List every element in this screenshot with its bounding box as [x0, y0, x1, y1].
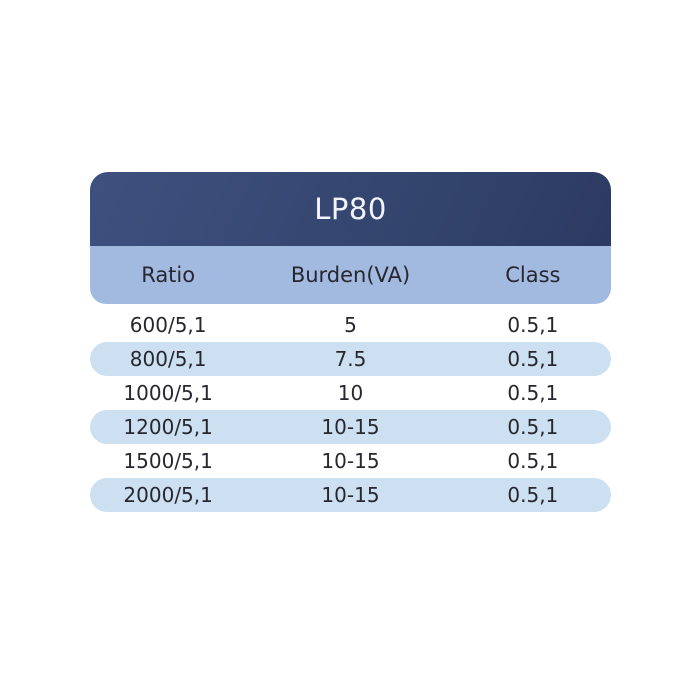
cell-class: 0.5,1: [507, 483, 559, 507]
column-header-class: Class: [505, 263, 561, 287]
table-row: 800/5,1 7.5 0.5,1: [90, 342, 611, 376]
table-title: LP80: [314, 192, 387, 226]
column-header-burden: Burden(VA): [290, 263, 411, 287]
cell-class: 0.5,1: [507, 381, 559, 405]
column-header-row: Ratio Burden(VA) Class: [90, 246, 611, 304]
table-header-band: LP80: [90, 172, 611, 246]
cell-ratio: 1500/5,1: [123, 449, 213, 473]
cell-burden: 10: [337, 381, 364, 405]
table-row: 600/5,1 5 0.5,1: [90, 308, 611, 342]
cell-burden: 10-15: [321, 483, 380, 507]
cell-ratio: 1000/5,1: [123, 381, 213, 405]
table-body: 600/5,1 5 0.5,1 800/5,1 7.5 0.5,1 1000/5…: [90, 308, 611, 512]
cell-burden: 5: [344, 313, 357, 337]
cell-ratio: 2000/5,1: [123, 483, 213, 507]
cell-burden: 10-15: [321, 449, 380, 473]
cell-ratio: 600/5,1: [129, 313, 207, 337]
cell-burden: 7.5: [334, 347, 367, 371]
column-header-ratio: Ratio: [141, 263, 196, 287]
table-row: 1500/5,1 10-15 0.5,1: [90, 444, 611, 478]
table-row: 1200/5,1 10-15 0.5,1: [90, 410, 611, 444]
cell-class: 0.5,1: [507, 347, 559, 371]
table-row: 1000/5,1 10 0.5,1: [90, 376, 611, 410]
cell-class: 0.5,1: [507, 449, 559, 473]
spec-table-card: LP80 Ratio Burden(VA) Class 600/5,1 5 0.…: [90, 172, 611, 512]
cell-class: 0.5,1: [507, 415, 559, 439]
cell-burden: 10-15: [321, 415, 380, 439]
cell-ratio: 1200/5,1: [123, 415, 213, 439]
cell-ratio: 800/5,1: [129, 347, 207, 371]
table-row: 2000/5,1 10-15 0.5,1: [90, 478, 611, 512]
cell-class: 0.5,1: [507, 313, 559, 337]
